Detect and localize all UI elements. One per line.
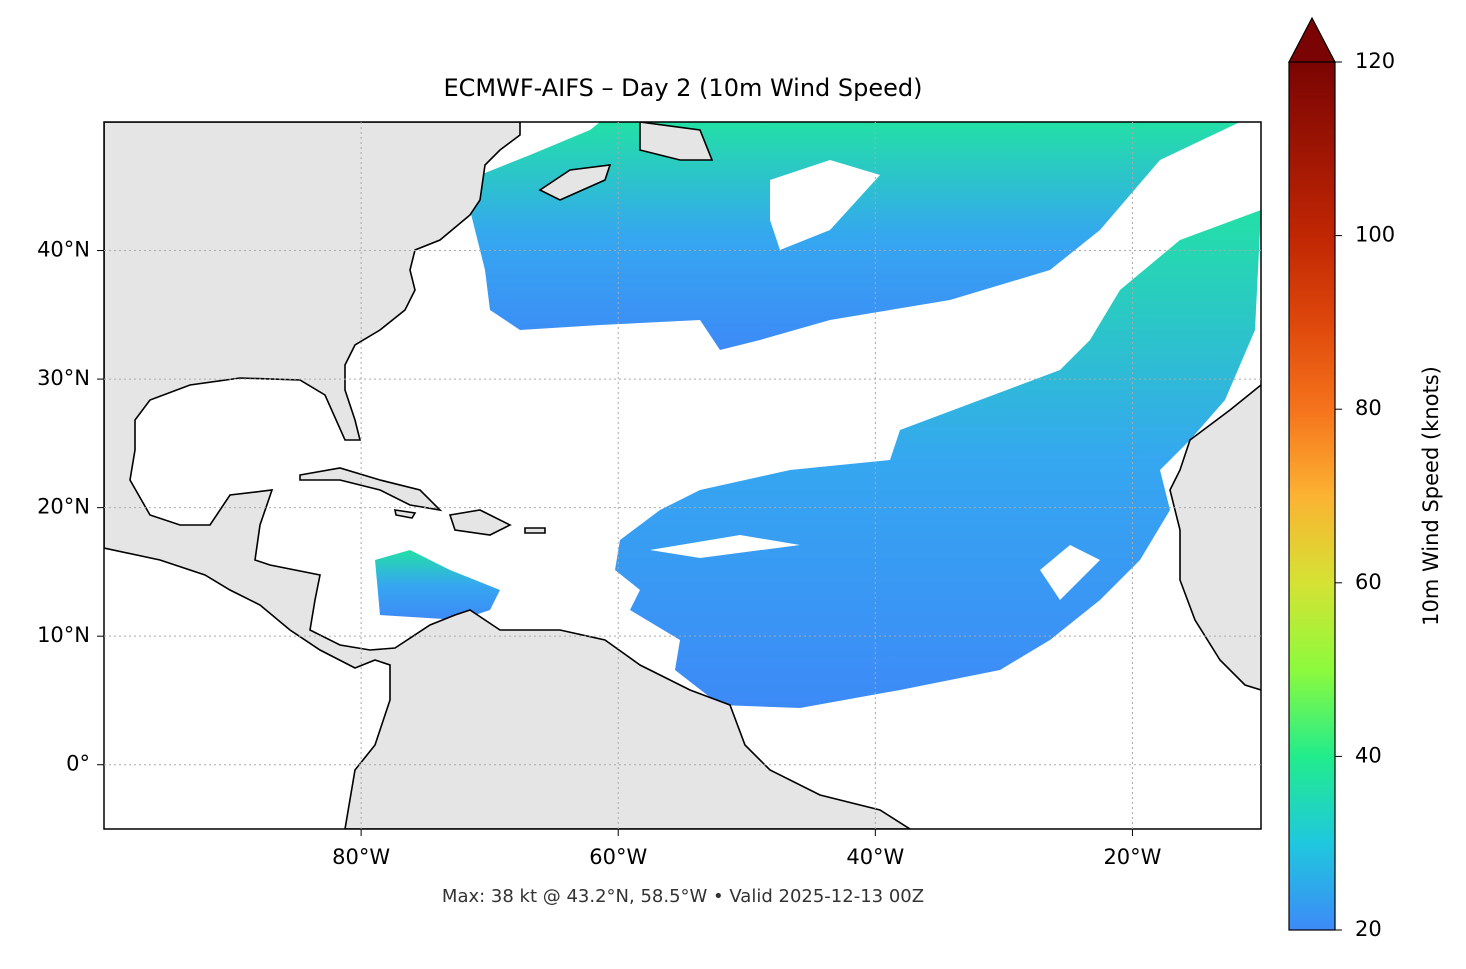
colorbar-tick-label: 20 (1355, 917, 1382, 941)
wind-field (615, 210, 1261, 708)
colorbar-label: 10m Wind Speed (knots) (1419, 366, 1443, 626)
title: ECMWF-AIFS – Day 2 (10m Wind Speed) (443, 74, 922, 102)
colorbar-extend (1288, 16, 1336, 63)
colorbar-tick-label: 80 (1355, 396, 1382, 420)
calm-area (650, 535, 800, 558)
colorbar-tick-label: 40 (1355, 743, 1382, 767)
footer-note: Max: 38 kt @ 43.2°N, 58.5°W • Valid 2025… (442, 886, 924, 907)
americas (104, 122, 912, 829)
map-frame (103, 121, 1262, 830)
y-tick-label: 30°N (37, 366, 90, 390)
colorbar-tick-label: 60 (1355, 570, 1382, 594)
wind-field (375, 550, 500, 620)
x-tick-label: 80°W (332, 845, 390, 869)
jamaica (393, 509, 417, 519)
newfoundland (639, 122, 714, 161)
x-tick-label: 40°W (846, 845, 904, 869)
y-tick-label: 20°N (37, 495, 90, 519)
nova-scotia (538, 164, 612, 201)
y-tick-label: 10°N (37, 623, 90, 647)
map (104, 122, 1261, 829)
colorbar-tick-label: 100 (1355, 223, 1395, 247)
calm-area (770, 160, 880, 250)
x-tick-label: 60°W (589, 845, 647, 869)
y-tick-label: 0° (66, 752, 90, 776)
puerto-rico (524, 527, 546, 534)
x-tick-label: 20°W (1103, 845, 1161, 869)
y-tick-label: 40°N (37, 238, 90, 262)
wind-field (470, 122, 1240, 350)
calm-area (1040, 545, 1100, 600)
colorbar-tick-label: 120 (1355, 49, 1395, 73)
africa (1169, 384, 1261, 691)
hispaniola (448, 509, 512, 536)
colorbar (1288, 61, 1336, 931)
